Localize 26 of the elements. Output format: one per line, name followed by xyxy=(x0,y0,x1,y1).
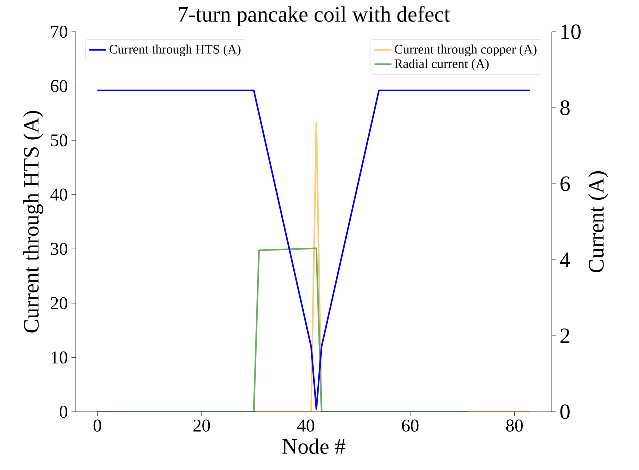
x-tick-label: 60 xyxy=(402,420,419,432)
x-tick-label: 20 xyxy=(194,420,210,432)
x-axis-title: Node # xyxy=(282,438,346,454)
y-axis-title: Current through HTS (A) xyxy=(24,111,44,333)
y-tick-label: 70 xyxy=(51,26,68,38)
x-tick-label: 40 xyxy=(298,420,314,432)
y2-tick-label: 8 xyxy=(560,100,570,116)
y-tick-label: 40 xyxy=(50,188,68,201)
y2-tick-label: 2 xyxy=(560,328,570,344)
legend-label: Current through copper (A) xyxy=(395,44,537,57)
y-tick-label: 60 xyxy=(51,80,68,92)
y2-tick-label: 10 xyxy=(562,24,581,40)
legend-label: Current through HTS (A) xyxy=(110,44,241,57)
y2-tick-label: 4 xyxy=(560,252,570,268)
y2-tick-label: 6 xyxy=(560,176,570,192)
chart-title: 7-turn pancake coil with defect xyxy=(179,6,450,26)
legend-label: Radial current (A) xyxy=(394,59,489,71)
y2-axis-title: Current (A) xyxy=(588,172,608,273)
y-tick-label: 10 xyxy=(52,352,68,364)
y-tick-label: 0 xyxy=(60,406,68,418)
x-tick-label: 0 xyxy=(94,420,102,432)
y-tick-label: 20 xyxy=(51,297,68,310)
x-tick-label: 80 xyxy=(506,420,524,432)
y-tick-label: 50 xyxy=(51,134,68,147)
y2-tick-label: 0 xyxy=(560,404,570,420)
y-tick-label: 30 xyxy=(51,243,68,256)
